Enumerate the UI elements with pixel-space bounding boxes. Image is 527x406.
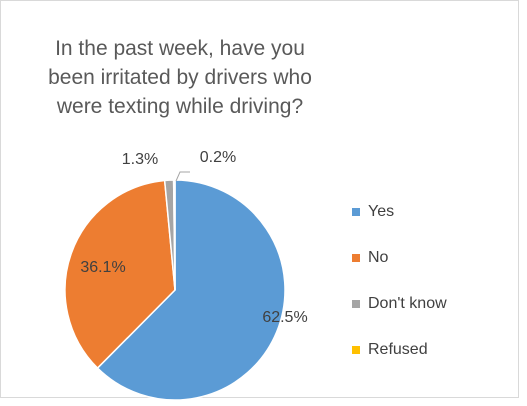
pie-slice (172, 179, 176, 291)
legend-swatch (352, 300, 360, 308)
legend-label: Yes (368, 203, 394, 220)
legend-swatch (352, 346, 360, 354)
chart-title: In the past week, have you been irritate… (48, 37, 312, 118)
legend-swatch (352, 254, 360, 262)
chart-frame (0, 0, 519, 398)
pie-slice (96, 179, 286, 401)
legend-swatch (352, 208, 360, 216)
data-label: 1.3% (122, 151, 158, 168)
data-label: 62.5% (262, 309, 307, 326)
leader-line (175, 171, 190, 182)
legend-label: Refused (368, 341, 428, 358)
data-label: 0.2% (200, 149, 236, 166)
legend-label: No (368, 249, 389, 266)
data-label: 36.1% (80, 259, 125, 276)
pie-slice (64, 179, 176, 370)
legend-label: Don't know (368, 295, 447, 312)
